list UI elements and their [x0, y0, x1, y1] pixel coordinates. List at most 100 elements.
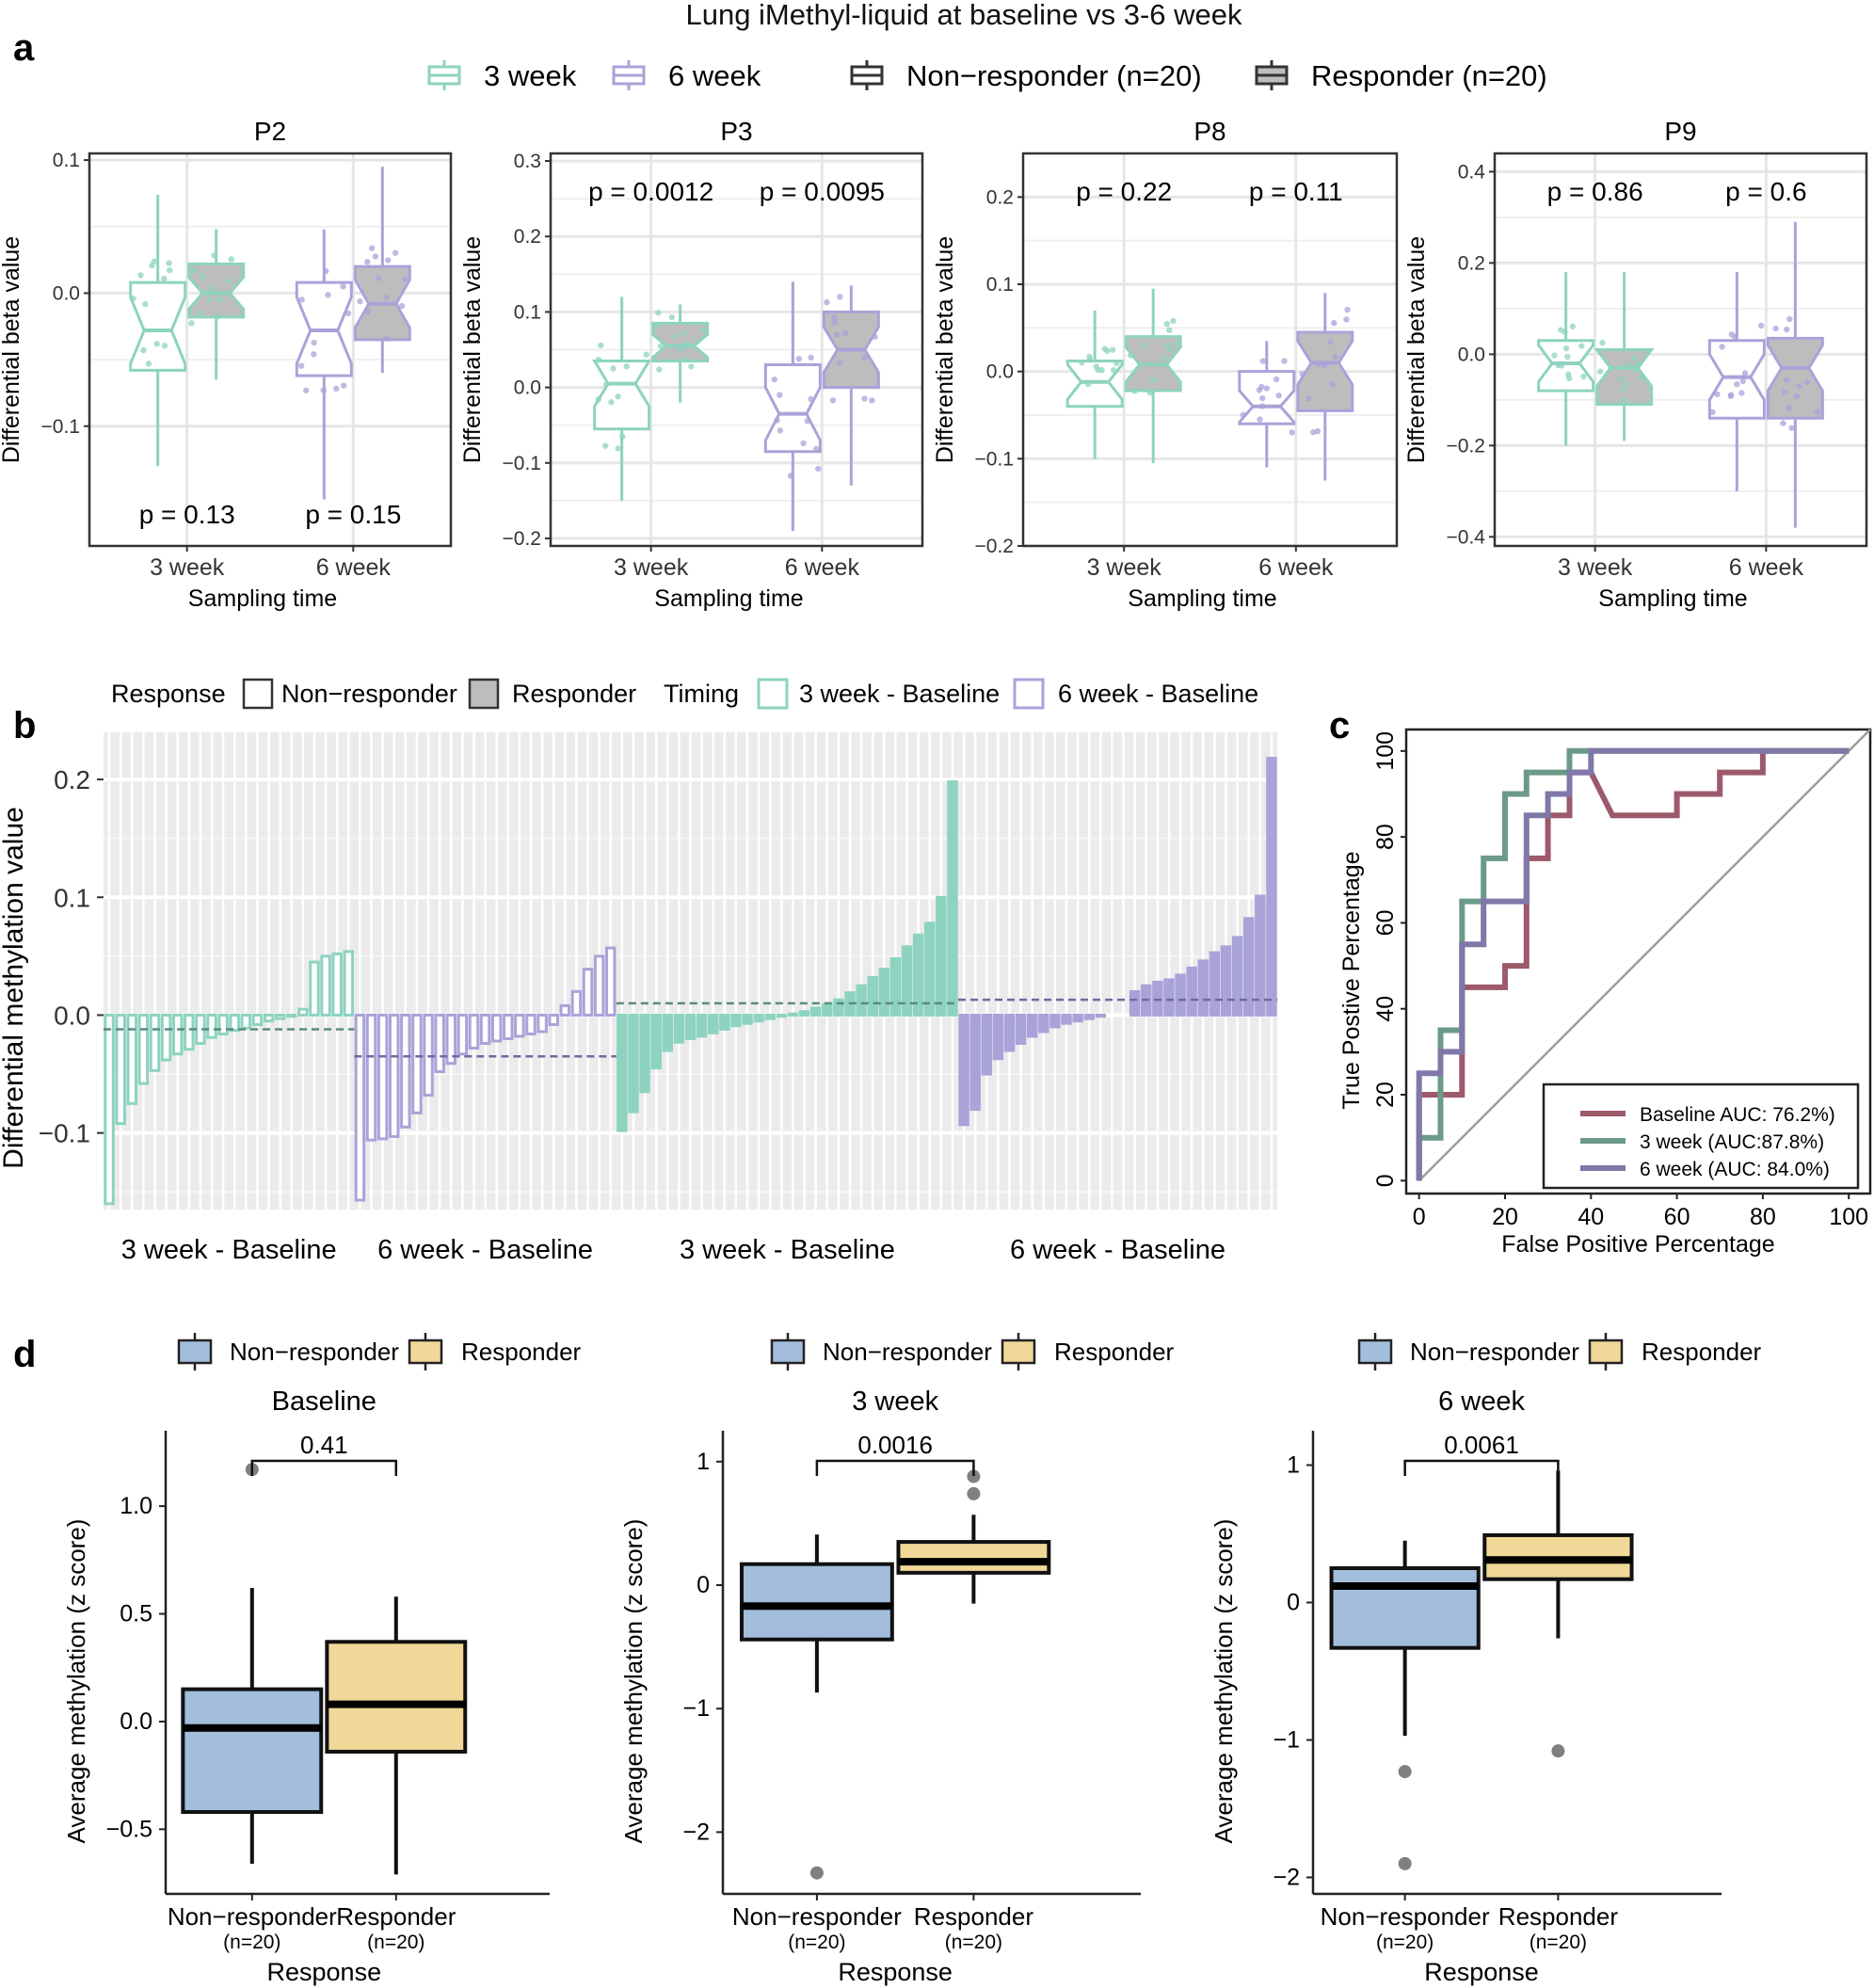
data-point [1127, 352, 1134, 359]
box-3week-responder [1594, 272, 1655, 441]
data-point [298, 297, 305, 303]
data-point [1314, 361, 1321, 367]
y-tick-label: 0.1 [986, 274, 1014, 296]
diagonal-reference [1418, 729, 1871, 1182]
data-point [383, 295, 390, 301]
p-value-label: p = 0.11 [1249, 177, 1343, 206]
bar [753, 1013, 764, 1023]
outlier-point [967, 1486, 981, 1500]
subplot-p9: −0.4 −0.2 0.0 0.2 0.4 3 week 6 week p = 0.86 p =… [1403, 117, 1868, 612]
data-point [1709, 409, 1716, 416]
bar [1152, 980, 1163, 1017]
x-tick-sublabel: (n=20) [1530, 1932, 1587, 1953]
data-point [1741, 370, 1749, 377]
data-point [682, 357, 689, 363]
y-tick-label: −0.5 [106, 1816, 152, 1842]
plot-border [1021, 152, 1399, 548]
y-tick-label: 0.1 [54, 883, 90, 912]
legend-label: 3 week [484, 59, 577, 92]
panel-label-a: a [13, 27, 35, 69]
x-tick-label: 3 week [150, 554, 225, 581]
data-point [216, 297, 223, 303]
data-point [1617, 375, 1624, 382]
x-tick-label: 60 [1664, 1204, 1690, 1230]
y-tick-label: 0.2 [514, 226, 541, 248]
data-point [375, 275, 382, 281]
data-point [302, 387, 310, 393]
legend-label-responder: Responder [1642, 1338, 1762, 1366]
subplot-title: P2 [254, 117, 286, 146]
data-point [1625, 362, 1632, 369]
box-6week-non-responder [1707, 272, 1766, 491]
data-point [1256, 387, 1263, 393]
data-point [824, 298, 830, 306]
panel-label-b: b [13, 705, 36, 746]
bar [1197, 959, 1209, 1017]
bar [1266, 757, 1277, 1017]
bar [981, 1013, 993, 1076]
data-point [153, 341, 160, 347]
data-point [1630, 355, 1638, 361]
legend-label-week6: 6 week (AUC: 84.0%) [1640, 1159, 1830, 1180]
y-tick-label: −0.1 [39, 1119, 90, 1148]
data-point [137, 272, 144, 279]
bar [149, 1013, 161, 1072]
panel-b: Response Non−responder Responder Timing 3 we… [0, 678, 1277, 1265]
data-point [833, 331, 841, 338]
legend-key-responder [1001, 1339, 1036, 1365]
data-point [1146, 390, 1154, 396]
bar [354, 1013, 366, 1202]
legend-label-week3: 3 week (AUC:87.8%) [1640, 1131, 1824, 1153]
data-point [787, 473, 794, 479]
bar [297, 1007, 309, 1017]
bar [479, 1013, 491, 1045]
group-label: 6 week - Baseline [1010, 1235, 1225, 1265]
data-point [643, 351, 649, 358]
bar [696, 1013, 708, 1038]
panel-label-c: c [1329, 705, 1350, 746]
data-point [1079, 359, 1085, 366]
subplot-baseline: Non−responder Responder−0.50.00.51.0Non−r… [62, 1333, 582, 1986]
notched-box [1707, 339, 1766, 420]
bar [104, 1013, 115, 1206]
data-point [1344, 306, 1351, 313]
data-point [615, 445, 621, 452]
bar [912, 933, 924, 1017]
subplot-title: P3 [720, 117, 752, 146]
data-point [623, 362, 630, 370]
plot-border [1493, 152, 1868, 548]
bar [137, 1013, 150, 1085]
bar [889, 956, 902, 1017]
outlier-point [967, 1469, 981, 1483]
p-value-label: p = 0.13 [139, 500, 235, 529]
box-3week-responder [651, 304, 710, 403]
data-point [207, 297, 215, 303]
y-tick-label: 0.2 [54, 765, 90, 794]
x-tick-label: 40 [1578, 1204, 1604, 1230]
panel-d: Non−responder Responder−0.50.00.51.0Non−r… [62, 1333, 1762, 1986]
legend-label: Non−responder (n=20) [906, 59, 1202, 92]
data-point [1166, 327, 1173, 334]
data-point [130, 295, 136, 302]
data-point [1170, 317, 1177, 325]
data-point [225, 278, 232, 285]
legend-title-timing: Timing [664, 680, 739, 708]
bar [400, 1013, 411, 1129]
bar [217, 1013, 229, 1035]
data-point [311, 351, 317, 358]
bar [343, 950, 355, 1017]
data-point [1780, 420, 1786, 426]
data-point [1327, 339, 1334, 345]
y-tick-label: 60 [1372, 910, 1399, 937]
data-point [777, 427, 784, 434]
data-point [1620, 386, 1626, 393]
box-6week-non-responder [1238, 341, 1296, 468]
p-value-label: 0.41 [300, 1431, 348, 1459]
data-point [392, 249, 399, 256]
data-point [608, 399, 615, 406]
x-tick-label: 3 week [1558, 554, 1633, 581]
data-point [1636, 361, 1642, 367]
data-point [1786, 315, 1793, 323]
bar [787, 1012, 799, 1017]
bar [776, 1013, 788, 1018]
